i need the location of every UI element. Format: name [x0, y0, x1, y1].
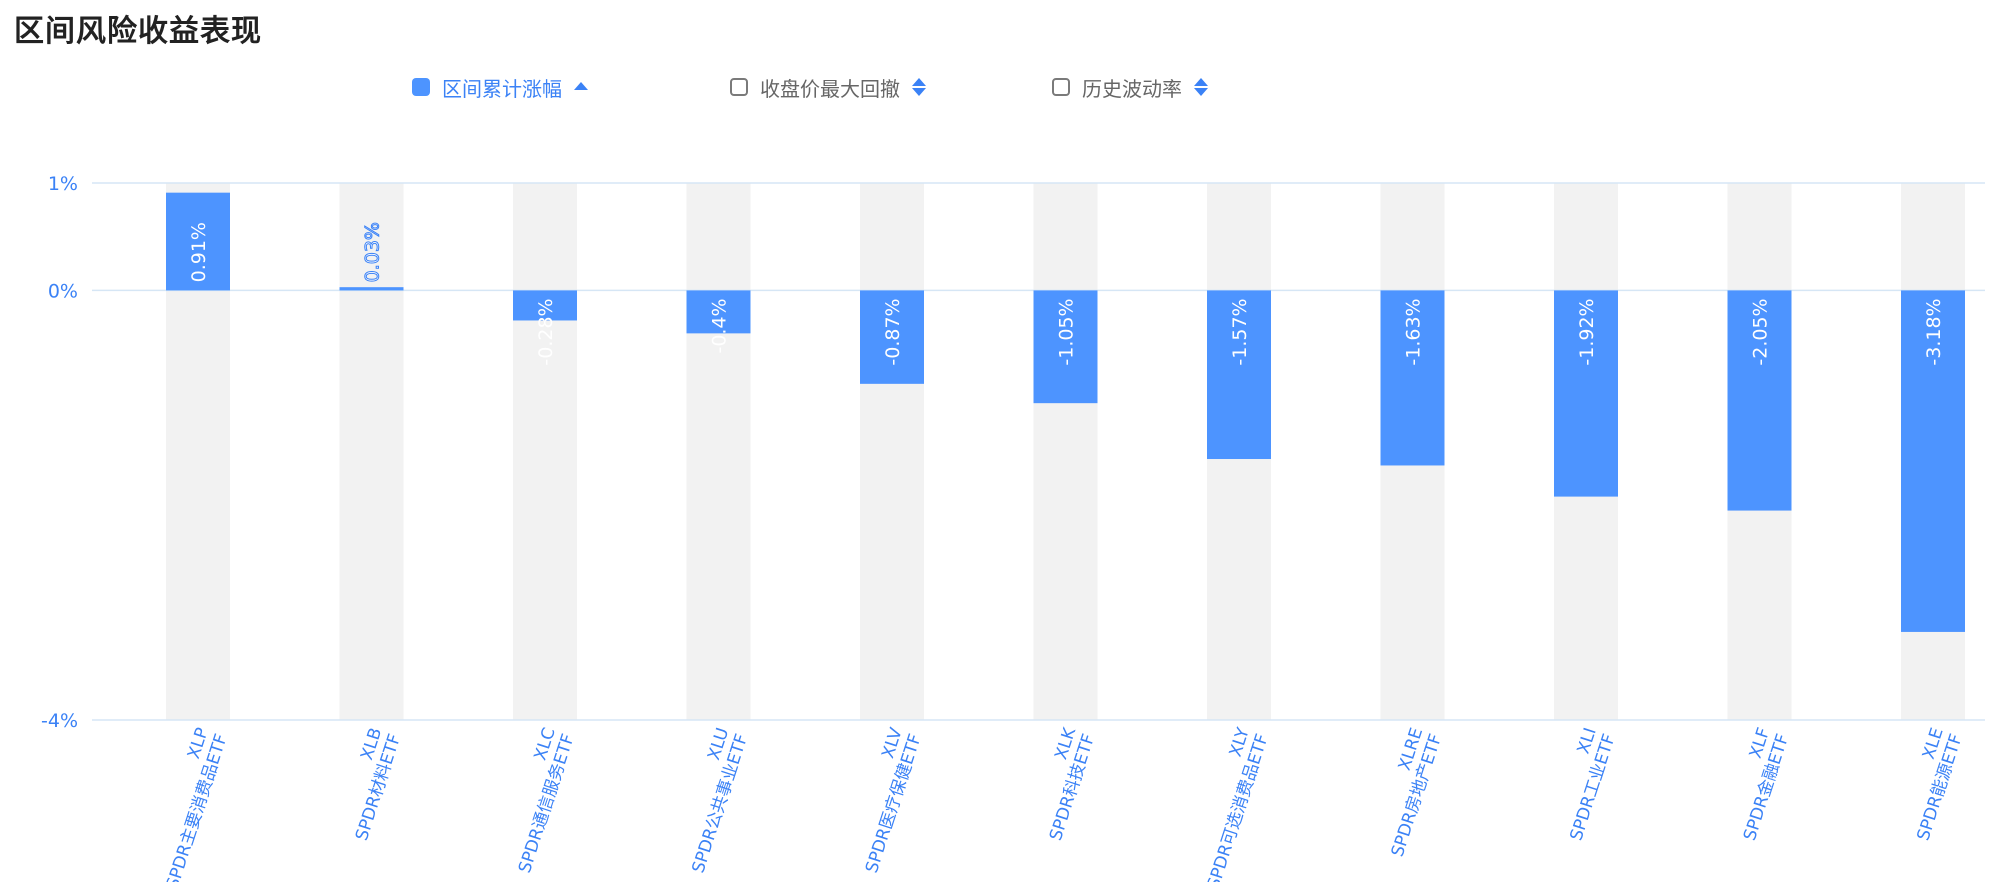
legend-item-max-drawdown[interactable]: 收盘价最大回撤 — [730, 70, 926, 104]
legend-item-volatility[interactable]: 历史波动率 — [1052, 70, 1208, 104]
legend-checkbox-icon[interactable] — [730, 78, 748, 96]
sort-both-icon[interactable] — [912, 76, 926, 98]
bar — [686, 290, 751, 334]
legend-checkbox-icon[interactable] — [1052, 78, 1070, 96]
x-category-label: XLPSPDR主要消费品ETF — [144, 725, 232, 882]
bar — [1033, 290, 1098, 404]
bar — [860, 290, 924, 384]
x-category-label: XLYSPDR可选消费品ETF — [1185, 725, 1273, 882]
legend-checkbox-checked-icon[interactable] — [412, 78, 430, 96]
bar-value-label: -1.63% — [1403, 298, 1425, 365]
legend-label: 历史波动率 — [1082, 76, 1182, 101]
sort-both-icon[interactable] — [1194, 76, 1208, 98]
legend-label: 区间累计涨幅 — [442, 76, 562, 101]
x-category-label: XLBSPDR材料ETF — [333, 725, 405, 843]
bar — [513, 290, 577, 321]
bar-value-label: -1.05% — [1056, 298, 1078, 365]
x-category-label: XLISPDR工业ETF — [1547, 725, 1619, 843]
category-band — [339, 183, 404, 720]
bar-value-label: 0.91% — [188, 222, 210, 282]
category-band — [513, 183, 577, 720]
bar — [166, 192, 230, 291]
x-category-label: XLFSPDR金融ETF — [1721, 725, 1793, 843]
bar-value-label: -0.4% — [709, 298, 731, 353]
x-category-label: XLKSPDR科技ETF — [1027, 725, 1100, 844]
x-category-label: XLVSPDR医疗保健ETF — [843, 725, 926, 875]
bar-value-label: -0.87% — [882, 298, 904, 365]
bar-value-label: -3.18% — [1923, 298, 1945, 365]
bar — [1727, 290, 1792, 511]
bar — [339, 287, 404, 291]
bar — [1380, 290, 1445, 466]
category-band — [860, 183, 924, 720]
x-category-label: XLCSPDR通信服务ETF — [496, 725, 579, 875]
legend-item-cumulative-return[interactable]: 区间累计涨幅 — [412, 70, 588, 104]
x-category-label: XLESPDR能源ETF — [1894, 725, 1966, 843]
category-band — [1033, 183, 1098, 720]
category-band — [686, 183, 751, 720]
y-tick-label: -4% — [41, 710, 78, 732]
bar-value-label: -2.05% — [1750, 298, 1772, 365]
bar — [1901, 290, 1965, 632]
bar-value-label: -1.92% — [1576, 298, 1598, 365]
bar — [1207, 290, 1271, 460]
bar — [1554, 290, 1618, 497]
y-tick-label: 0% — [48, 280, 78, 302]
sort-asc-icon[interactable] — [574, 76, 588, 98]
bar-value-label: -1.57% — [1229, 298, 1251, 365]
chart-title: 区间风险收益表现 — [14, 14, 262, 49]
legend-label: 收盘价最大回撤 — [760, 76, 900, 101]
x-category-label: XLUSPDR公共事业ETF — [669, 725, 752, 875]
y-tick-label: 1% — [48, 173, 78, 195]
bar-value-label: 0.03% — [362, 222, 384, 282]
x-category-label: XLRESPDR房地产ETF — [1369, 725, 1447, 859]
bar-value-label: -0.28% — [535, 298, 557, 365]
